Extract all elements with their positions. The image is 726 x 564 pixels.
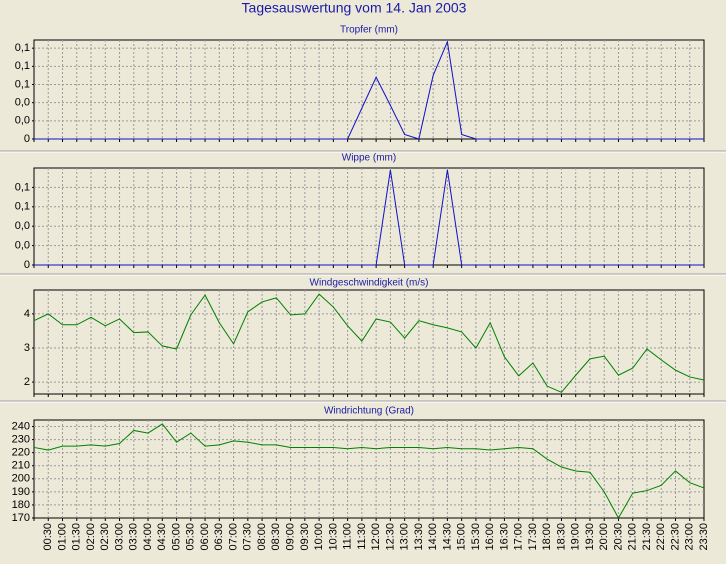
x-tick-label: 14:00 xyxy=(427,523,439,551)
x-tick-label: 16:00 xyxy=(484,523,496,551)
x-tick-label: 13:00 xyxy=(399,523,411,551)
x-tick-label: 04:00 xyxy=(142,523,154,551)
x-tick-label: 09:30 xyxy=(299,523,311,551)
panel-title: Windgeschwindigkeit (m/s) xyxy=(310,278,429,289)
x-tick-label: 00:30 xyxy=(42,523,54,551)
x-tick-label: 17:00 xyxy=(513,523,525,551)
y-tick-label: 240 xyxy=(12,420,30,432)
y-tick-label: 0,0 xyxy=(15,220,30,232)
x-tick-label: 18:00 xyxy=(541,523,553,551)
y-tick-label: 0 xyxy=(24,133,30,145)
y-tick-label: 0,0 xyxy=(15,97,30,109)
plot-area xyxy=(33,39,705,140)
x-tick-label: 11:00 xyxy=(342,523,354,550)
x-tick-label: 03:30 xyxy=(128,523,140,551)
data-line xyxy=(34,40,704,140)
data-line xyxy=(33,293,705,393)
x-tick-label: 05:30 xyxy=(185,523,197,551)
x-tick-label: 20:00 xyxy=(598,523,610,551)
x-tick-label: 21:00 xyxy=(627,523,639,551)
y-tick-label: 0,0 xyxy=(15,115,30,127)
x-tick-label: 04:30 xyxy=(156,523,168,551)
y-tick-label: 190 xyxy=(12,486,30,498)
x-tick-label: 19:30 xyxy=(584,523,596,551)
plot-area xyxy=(33,167,705,266)
plot-area xyxy=(33,289,705,395)
x-tick-label: 02:00 xyxy=(85,523,97,551)
x-tick-label: 08:30 xyxy=(270,523,282,551)
x-tick-label: 10:30 xyxy=(327,523,339,551)
x-tick-label: 14:30 xyxy=(441,523,453,551)
x-tick-label: 13:30 xyxy=(413,523,425,551)
y-tick-label: 230 xyxy=(12,434,30,446)
y-tick-label: 200 xyxy=(12,473,30,485)
plot-area xyxy=(33,419,705,519)
x-tick-label: 06:30 xyxy=(213,523,225,551)
x-tick-label: 17:30 xyxy=(527,523,539,551)
x-tick-label: 07:00 xyxy=(227,523,239,551)
page-title: Tagesauswertung vom 14. Jan 2003 xyxy=(242,0,467,16)
x-tick-label: 01:00 xyxy=(56,523,68,551)
y-tick-label: 220 xyxy=(12,447,30,459)
y-tick-label: 3 xyxy=(24,342,30,354)
x-tick-label: 20:30 xyxy=(612,523,624,551)
x-tick-label: 23:30 xyxy=(698,523,710,551)
y-tick-label: 4 xyxy=(24,308,30,320)
x-tick-label: 16:30 xyxy=(498,523,510,551)
x-tick-label: 19:00 xyxy=(570,523,582,551)
x-tick-label: 18:30 xyxy=(555,523,567,551)
x-tick-label: 12:30 xyxy=(384,523,396,551)
x-tick-label: 23:00 xyxy=(684,523,696,551)
panel-title: Tropfer (mm) xyxy=(340,25,398,36)
y-tick-label: 2 xyxy=(24,376,30,388)
x-tick-label: 10:00 xyxy=(313,523,325,551)
y-tick-label: 170 xyxy=(12,512,30,524)
y-tick-label: 0,1 xyxy=(15,201,30,213)
data-line xyxy=(33,423,705,520)
y-tick-label: 210 xyxy=(12,460,30,472)
x-tick-label: 15:30 xyxy=(470,523,482,551)
panel-title: Wippe (mm) xyxy=(342,153,396,164)
data-line xyxy=(34,169,704,266)
x-tick-label: 11:30 xyxy=(356,523,368,550)
y-tick-label: 180 xyxy=(12,499,30,511)
y-tick-label: 0,1 xyxy=(15,42,30,54)
x-tick-label: 03:00 xyxy=(113,523,125,551)
x-tick-label: 09:00 xyxy=(285,523,297,551)
x-tick-label: 08:00 xyxy=(256,523,268,551)
x-tick-label: 22:00 xyxy=(655,523,667,551)
x-tick-label: 02:30 xyxy=(99,523,111,551)
x-tick-label: 05:00 xyxy=(170,523,182,551)
x-tick-label: 22:30 xyxy=(669,523,681,551)
x-tick-label: 07:30 xyxy=(242,523,254,551)
x-tick-label: 12:00 xyxy=(370,523,382,551)
x-tick-label: 15:00 xyxy=(456,523,468,551)
y-tick-label: 0,0 xyxy=(15,240,30,252)
x-tick-label: 21:30 xyxy=(641,523,653,551)
x-tick-label: 06:00 xyxy=(199,523,211,551)
x-tick-label: 01:30 xyxy=(71,523,83,551)
y-tick-label: 0,1 xyxy=(15,78,30,90)
panel-title: Windrichtung (Grad) xyxy=(324,406,414,417)
y-tick-label: 0,1 xyxy=(15,60,30,72)
y-tick-label: 0,1 xyxy=(15,181,30,193)
y-tick-label: 0 xyxy=(24,259,30,271)
